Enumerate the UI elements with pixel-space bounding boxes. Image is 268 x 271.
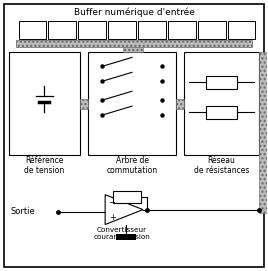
Text: Réseau
de résistances: Réseau de résistances [194, 156, 249, 175]
Text: +: + [109, 213, 116, 222]
Bar [206, 106, 237, 119]
Text: Sortie: Sortie [11, 207, 35, 216]
Bar [18, 21, 46, 38]
Bar [116, 234, 136, 240]
Bar [108, 21, 136, 38]
Bar [16, 40, 252, 47]
Bar [176, 99, 184, 109]
Bar [206, 76, 237, 89]
Bar [113, 191, 141, 203]
Bar [184, 52, 259, 155]
Bar [123, 47, 143, 52]
Bar [80, 99, 88, 109]
Bar [88, 52, 176, 155]
Polygon shape [105, 195, 143, 225]
Text: Arbre de
commutation: Arbre de commutation [106, 156, 158, 175]
Bar [259, 52, 268, 212]
Bar [9, 52, 80, 155]
Text: Convertisseur
courant/tension: Convertisseur courant/tension [94, 227, 150, 240]
Text: Référence
de tension: Référence de tension [24, 156, 65, 175]
Text: Buffer numérique d'entrée: Buffer numérique d'entrée [73, 8, 195, 17]
Text: −: − [109, 198, 116, 207]
Bar [168, 21, 196, 38]
Bar [49, 21, 76, 38]
Bar [138, 21, 166, 38]
Bar [228, 21, 255, 38]
Bar [78, 21, 106, 38]
Bar [198, 21, 226, 38]
